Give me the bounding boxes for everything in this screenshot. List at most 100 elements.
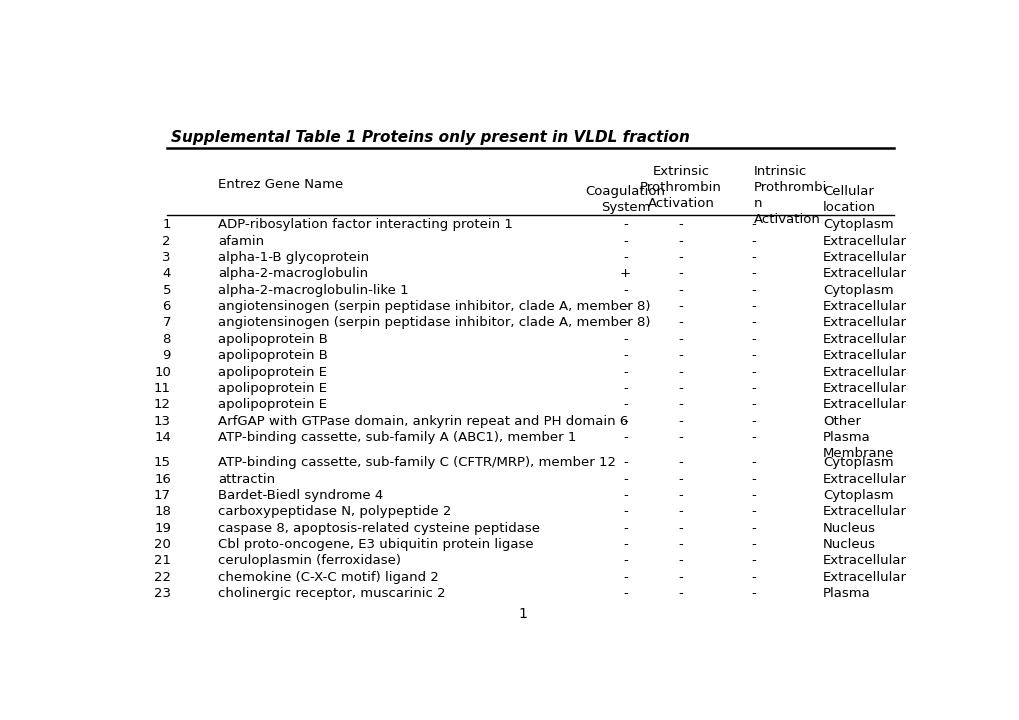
- Text: apolipoprotein E: apolipoprotein E: [218, 382, 327, 395]
- Text: Extracellular: Extracellular: [822, 366, 906, 379]
- Text: 13: 13: [154, 415, 171, 428]
- Text: -: -: [750, 218, 755, 231]
- Text: Entrez Gene Name: Entrez Gene Name: [218, 178, 343, 191]
- Text: 1: 1: [518, 608, 527, 621]
- Text: 1: 1: [162, 218, 171, 231]
- Text: -: -: [623, 218, 628, 231]
- Text: -: -: [678, 349, 683, 362]
- Text: -: -: [678, 251, 683, 264]
- Text: -: -: [750, 382, 755, 395]
- Text: -: -: [750, 431, 755, 444]
- Text: -: -: [750, 349, 755, 362]
- Text: -: -: [750, 505, 755, 518]
- Text: -: -: [623, 489, 628, 502]
- Text: -: -: [750, 522, 755, 535]
- Text: -: -: [750, 398, 755, 411]
- Text: -: -: [678, 571, 683, 584]
- Text: Bardet-Biedl syndrome 4: Bardet-Biedl syndrome 4: [218, 489, 383, 502]
- Text: -: -: [623, 415, 628, 428]
- Text: -: -: [750, 251, 755, 264]
- Text: -: -: [750, 472, 755, 486]
- Text: caspase 8, apoptosis-related cysteine peptidase: caspase 8, apoptosis-related cysteine pe…: [218, 522, 540, 535]
- Text: -: -: [678, 456, 683, 469]
- Text: Extracellular: Extracellular: [822, 554, 906, 567]
- Text: attractin: attractin: [218, 472, 275, 486]
- Text: -: -: [750, 267, 755, 280]
- Text: 2: 2: [162, 235, 171, 248]
- Text: -: -: [678, 538, 683, 551]
- Text: -: -: [678, 284, 683, 297]
- Text: -: -: [750, 300, 755, 313]
- Text: -: -: [623, 333, 628, 346]
- Text: cholinergic receptor, muscarinic 2: cholinergic receptor, muscarinic 2: [218, 587, 445, 600]
- Text: -: -: [623, 456, 628, 469]
- Text: Extrinsic
Prothrombin
Activation: Extrinsic Prothrombin Activation: [639, 165, 721, 210]
- Text: Extracellular: Extracellular: [822, 382, 906, 395]
- Text: Extracellular: Extracellular: [822, 333, 906, 346]
- Text: 3: 3: [162, 251, 171, 264]
- Text: apolipoprotein E: apolipoprotein E: [218, 398, 327, 411]
- Text: 21: 21: [154, 554, 171, 567]
- Text: ceruloplasmin (ferroxidase): ceruloplasmin (ferroxidase): [218, 554, 401, 567]
- Text: Cytoplasm: Cytoplasm: [822, 456, 893, 469]
- Text: -: -: [678, 415, 683, 428]
- Text: -: -: [623, 505, 628, 518]
- Text: apolipoprotein B: apolipoprotein B: [218, 333, 328, 346]
- Text: ATP-binding cassette, sub-family C (CFTR/MRP), member 12: ATP-binding cassette, sub-family C (CFTR…: [218, 456, 615, 469]
- Text: afamin: afamin: [218, 235, 264, 248]
- Text: Extracellular: Extracellular: [822, 317, 906, 330]
- Text: -: -: [623, 382, 628, 395]
- Text: -: -: [678, 431, 683, 444]
- Text: -: -: [678, 554, 683, 567]
- Text: Cellular
location: Cellular location: [822, 185, 875, 214]
- Text: -: -: [623, 554, 628, 567]
- Text: -: -: [678, 300, 683, 313]
- Text: -: -: [678, 382, 683, 395]
- Text: 23: 23: [154, 587, 171, 600]
- Text: alpha-2-macroglobulin: alpha-2-macroglobulin: [218, 267, 368, 280]
- Text: Cytoplasm: Cytoplasm: [822, 489, 893, 502]
- Text: 12: 12: [154, 398, 171, 411]
- Text: -: -: [623, 571, 628, 584]
- Text: -: -: [678, 317, 683, 330]
- Text: -: -: [678, 522, 683, 535]
- Text: 6: 6: [162, 300, 171, 313]
- Text: 14: 14: [154, 431, 171, 444]
- Text: -: -: [750, 587, 755, 600]
- Text: Extracellular: Extracellular: [822, 349, 906, 362]
- Text: -: -: [623, 366, 628, 379]
- Text: -: -: [678, 489, 683, 502]
- Text: Extracellular: Extracellular: [822, 267, 906, 280]
- Text: 8: 8: [162, 333, 171, 346]
- Text: 7: 7: [162, 317, 171, 330]
- Text: 9: 9: [162, 349, 171, 362]
- Text: -: -: [750, 415, 755, 428]
- Text: -: -: [678, 333, 683, 346]
- Text: 16: 16: [154, 472, 171, 486]
- Text: -: -: [750, 571, 755, 584]
- Text: -: -: [678, 366, 683, 379]
- Text: -: -: [750, 333, 755, 346]
- Text: -: -: [623, 300, 628, 313]
- Text: -: -: [623, 235, 628, 248]
- Text: 20: 20: [154, 538, 171, 551]
- Text: -: -: [678, 505, 683, 518]
- Text: 4: 4: [162, 267, 171, 280]
- Text: -: -: [623, 251, 628, 264]
- Text: 18: 18: [154, 505, 171, 518]
- Text: ADP-ribosylation factor interacting protein 1: ADP-ribosylation factor interacting prot…: [218, 218, 513, 231]
- Text: Coagulation
System: Coagulation System: [585, 185, 664, 214]
- Text: chemokine (C-X-C motif) ligand 2: chemokine (C-X-C motif) ligand 2: [218, 571, 439, 584]
- Text: Cbl proto-oncogene, E3 ubiquitin protein ligase: Cbl proto-oncogene, E3 ubiquitin protein…: [218, 538, 534, 551]
- Text: -: -: [678, 398, 683, 411]
- Text: -: -: [750, 284, 755, 297]
- Text: ArfGAP with GTPase domain, ankyrin repeat and PH domain 6: ArfGAP with GTPase domain, ankyrin repea…: [218, 415, 628, 428]
- Text: Nucleus: Nucleus: [822, 522, 875, 535]
- Text: -: -: [678, 587, 683, 600]
- Text: -: -: [623, 398, 628, 411]
- Text: carboxypeptidase N, polypeptide 2: carboxypeptidase N, polypeptide 2: [218, 505, 451, 518]
- Text: -: -: [750, 554, 755, 567]
- Text: Extracellular: Extracellular: [822, 472, 906, 486]
- Text: 19: 19: [154, 522, 171, 535]
- Text: -: -: [750, 366, 755, 379]
